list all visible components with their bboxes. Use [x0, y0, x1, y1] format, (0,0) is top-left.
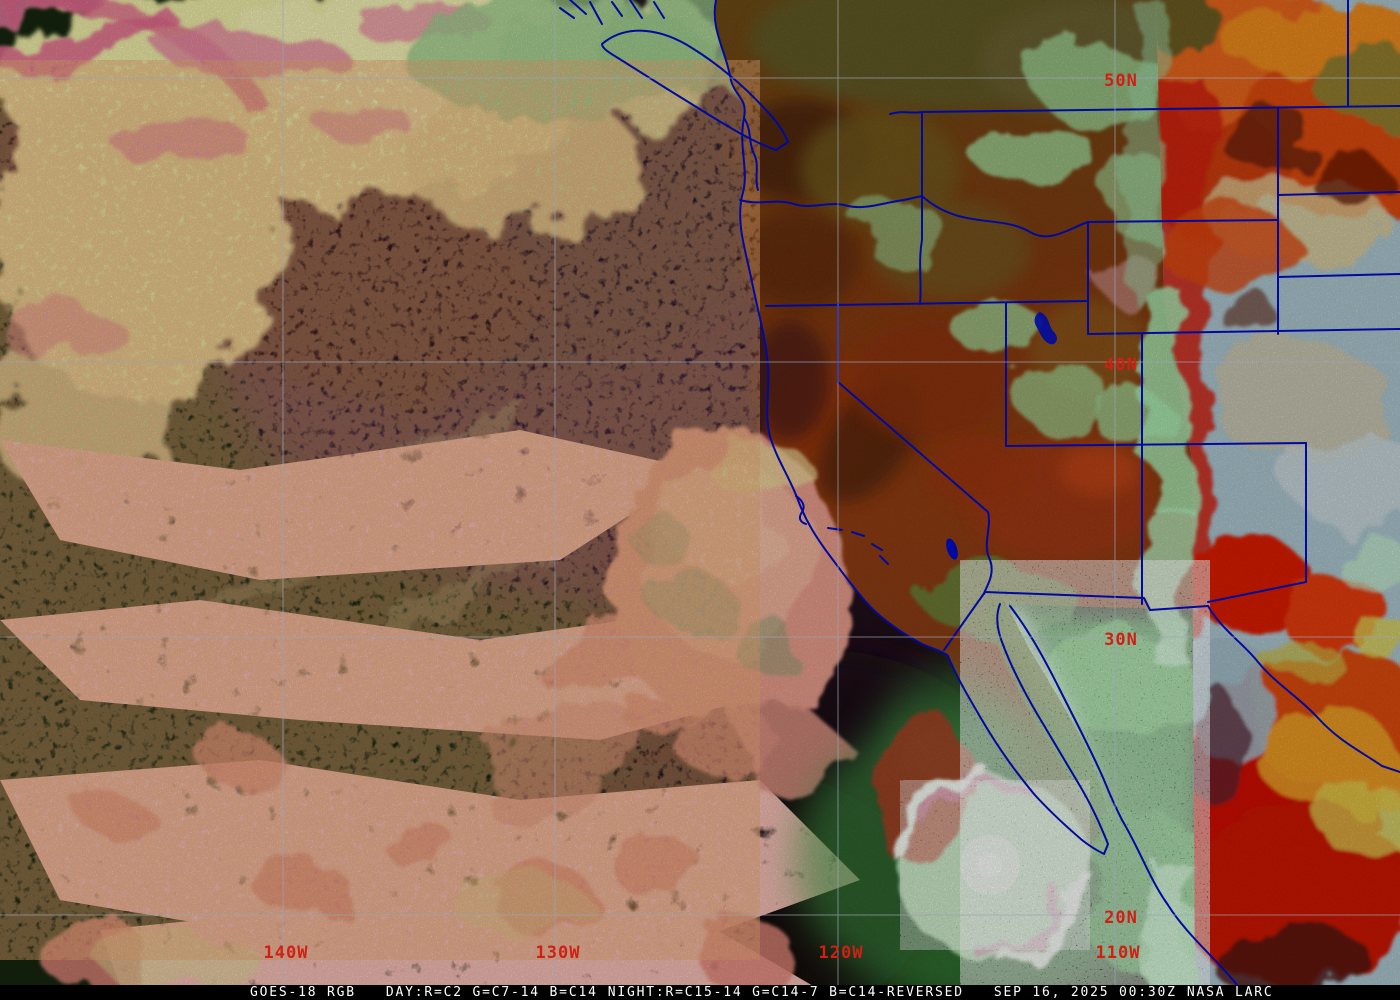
border-ca-nv — [837, 302, 993, 595]
border-37n — [1005, 442, 1307, 447]
border-nm-tx — [1207, 581, 1307, 603]
caption-day-recipe: DAY:R=C2 G=C7-14 B=C14 — [385, 985, 598, 1000]
border-id-mt — [921, 195, 1089, 238]
channel-islands — [827, 527, 889, 565]
rio-grande — [1207, 605, 1400, 773]
lat-label-30n: 30N — [1104, 630, 1138, 650]
state-borders — [739, 0, 1400, 773]
caption-timestamp: SEP 16, 2025 00:30Z — [993, 985, 1177, 1000]
border-wa-or — [739, 195, 923, 209]
caption-bar: GOES-18 RGB DAY:R=C2 G=C7-14 B=C14 NIGHT… — [0, 985, 1400, 1000]
border-41n — [1087, 328, 1400, 335]
border-sd-ne — [1277, 273, 1400, 278]
lat-label-40n: 40N — [1104, 355, 1138, 375]
lon-label-140w: 140W — [264, 943, 309, 963]
caption-night-recipe: NIGHT:R=C15-14 G=C14-7 B=C14-REVERSED — [607, 985, 964, 1000]
graticule-labels: 50N 40N 30N 20N 140W 130W 120W 110W — [264, 71, 1141, 963]
border-or-id — [919, 195, 923, 305]
vancouver-island — [601, 29, 789, 151]
great-salt-lake — [1034, 312, 1057, 345]
map-overlays — [559, 0, 1400, 1000]
border-mt-wy — [1087, 219, 1279, 223]
coastline-mexico-mainland — [1009, 605, 1249, 1000]
lakes — [946, 312, 1057, 560]
lon-label-110w: 110W — [1096, 943, 1141, 963]
coastlines — [559, 0, 1249, 1000]
coastline-baja — [947, 603, 1109, 855]
salton-sea — [946, 538, 958, 560]
bc-inlets — [559, 0, 665, 25]
coastline-west — [713, 0, 949, 657]
border-42n — [765, 300, 1089, 307]
caption-station: GOES-18 RGB — [250, 985, 356, 1000]
caption-credit: NASA LARC — [1186, 985, 1274, 1000]
lat-label-20n: 20N — [1104, 908, 1138, 928]
lat-label-50n: 50N — [1104, 71, 1138, 91]
border-us-mexico — [943, 591, 1209, 651]
sf-bay — [795, 495, 807, 525]
lon-label-120w: 120W — [819, 943, 864, 963]
puget-sound — [743, 117, 759, 191]
border-nd-sd — [1277, 191, 1400, 196]
lon-label-130w: 130W — [536, 943, 581, 963]
